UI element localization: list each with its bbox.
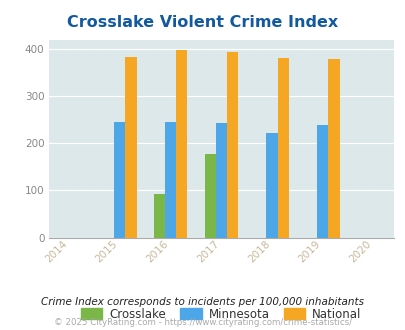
Text: Crime Index corresponds to incidents per 100,000 inhabitants: Crime Index corresponds to incidents per… — [41, 297, 364, 307]
Bar — [114, 122, 125, 238]
Bar — [164, 122, 176, 238]
Bar — [153, 194, 164, 238]
Legend: Crosslake, Minnesota, National: Crosslake, Minnesota, National — [76, 303, 365, 325]
Bar — [316, 125, 328, 238]
Bar — [204, 154, 215, 238]
Bar — [215, 123, 226, 238]
Bar — [328, 59, 339, 238]
Bar — [277, 58, 288, 238]
Text: Crosslake Violent Crime Index: Crosslake Violent Crime Index — [67, 15, 338, 30]
Bar — [125, 56, 136, 238]
Bar — [176, 50, 187, 238]
Bar — [226, 52, 237, 238]
Bar — [266, 133, 277, 238]
Text: © 2025 CityRating.com - https://www.cityrating.com/crime-statistics/: © 2025 CityRating.com - https://www.city… — [54, 318, 351, 327]
